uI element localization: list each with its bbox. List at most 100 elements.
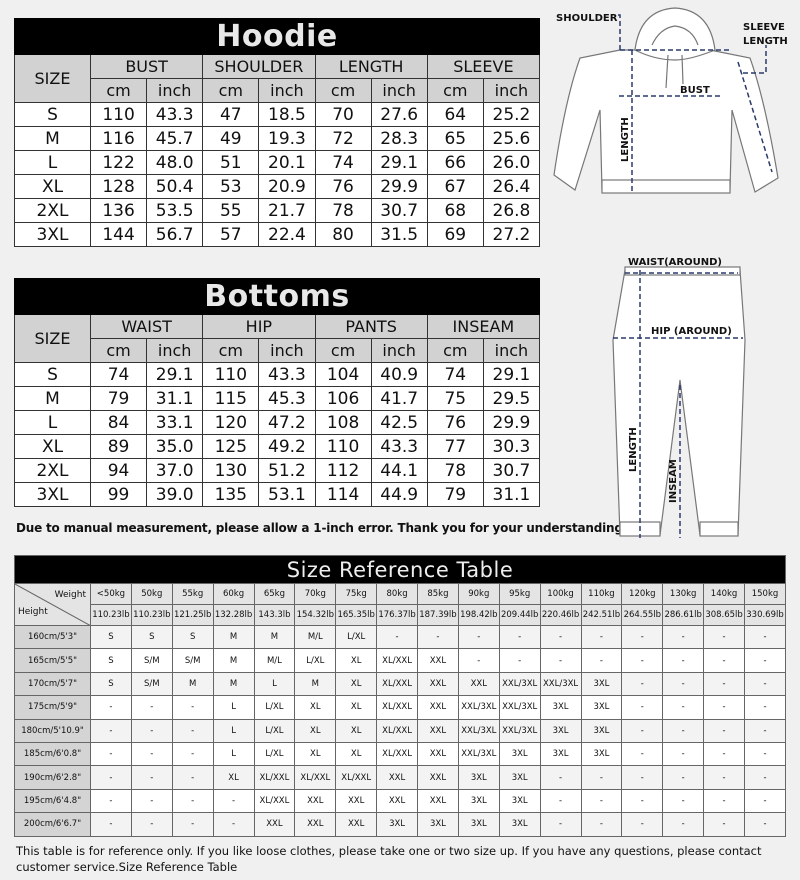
value-cell: 29.1 [482,362,541,387]
diagonal-divider [15,584,91,626]
unit-cm: cm [202,78,260,103]
table-row: 2XL 136 53.5 55 21.7 78 30.7 68 26.8 [14,198,541,223]
weight-kg: 140kg [703,583,745,605]
value-cell: 25.6 [482,126,541,151]
recommended-size: - [744,741,786,767]
value-cell: 128 [89,174,148,199]
size-cell: 3XL [14,482,91,507]
value-cell: 49.2 [258,434,316,459]
unit-cm: cm [314,78,372,103]
value-cell: 77 [426,434,484,459]
recommended-size: - [90,718,132,743]
recommended-size: M [212,648,255,673]
unit-cm: cm [426,338,484,363]
value-cell: 51.2 [258,458,316,483]
weight-lb: 330.69lb [744,604,786,626]
value-cell: 106 [314,386,372,411]
recommended-size: 3XL [580,741,623,767]
recommended-size: - [580,648,623,673]
recommended-size: XXL [417,788,459,814]
bust-label: BUST [680,85,710,96]
value-cell: 115 [202,386,260,411]
recommended-size: - [130,741,173,767]
weight-lb: 198.42lb [457,604,500,626]
recommended-size: 3XL [539,695,582,720]
recommended-size: 3XL [376,812,418,837]
value-cell: 29.1 [370,150,428,175]
measure-header: HIP [202,314,316,339]
recommended-size: XL [212,765,255,790]
value-cell: 18.5 [258,102,316,127]
value-cell: 41.7 [370,386,428,411]
value-cell: 70 [314,102,372,127]
recommended-size: XL/XXL [376,648,418,673]
recommended-size: XXL/3XL [498,718,541,743]
recommended-size: - [171,741,214,767]
reference-row: 190cm/6'2.8" - - - XL XL/XXL XL/XXL XL/XXL XXL XX… [14,765,786,790]
recommended-size: XL [294,718,337,743]
recommended-size: - [171,788,214,814]
height-cell: 165cm/5'5" [14,648,91,673]
value-cell: 26.0 [482,150,541,175]
size-cell: 2XL [14,458,91,483]
height-cell: 185cm/6'0.8" [14,741,91,767]
height-cell: 180cm/5'10.9" [14,718,91,743]
table-row: 2XL 94 37.0 130 51.2 112 44.1 78 30.7 [14,458,541,483]
recommended-size: XXL/3XL [498,671,541,697]
recommended-size: L/XL [294,648,337,673]
value-cell: 53.5 [146,198,204,223]
recommended-size: M [294,671,337,697]
recommended-size: XL/XXL [294,765,337,790]
weight-lb: 242.51lb [580,604,623,626]
value-cell: 79 [426,482,484,507]
weight-kg: 85kg [417,583,459,605]
value-cell: 74 [314,150,372,175]
value-cell: 136 [89,198,148,223]
recommended-size: XXL [457,671,500,697]
recommended-size: - [580,788,623,814]
recommended-size: - [90,765,132,790]
recommended-size: S [90,648,132,673]
recommended-size: - [621,648,664,673]
table-row: L 84 33.1 120 47.2 108 42.5 76 29.9 [14,410,541,435]
table-row: M 79 31.1 115 45.3 106 41.7 75 29.5 [14,386,541,411]
size-cell: L [14,410,91,435]
reference-row: 200cm/6'6.7" - - - - XXL XXL XXL 3XL 3XL 3XL 3XL - - -… [14,812,786,837]
recommended-size: - [90,788,132,814]
table-row: S 74 29.1 110 43.3 104 40.9 74 29.1 [14,362,541,387]
value-cell: 125 [202,434,260,459]
value-cell: 51 [202,150,260,175]
value-cell: 31.1 [146,386,204,411]
recommended-size: 3XL [498,741,541,767]
recommended-size: S [130,624,173,650]
recommended-size: XXL [376,788,418,814]
value-cell: 43.3 [146,102,204,127]
recommended-size: 3XL [457,765,500,790]
recommended-size: - [621,812,664,837]
reference-row: 170cm/5'7" S S/M M M L M XL XL/XXL XXL XXL XXL/3XL X… [14,671,786,697]
weight-kg: 100kg [539,583,582,605]
height-cell: 190cm/6'2.8" [14,765,91,790]
sleeve-label-1: SLEEVE [743,22,785,33]
recommended-size: L [212,695,255,720]
value-cell: 33.1 [146,410,204,435]
recommended-size: - [662,624,705,650]
weight-lb: 154.32lb [294,604,337,626]
size-cell: 2XL [14,198,91,223]
weight-kg: 120kg [621,583,664,605]
weight-lb: 286.61lb [662,604,705,626]
weight-kg-row: Weight Height <50kg 50kg 55kg 60kg 65kg 70kg 75k… [14,583,786,626]
recommended-size: S [90,624,132,650]
value-cell: 22.4 [258,222,316,247]
height-cell: 200cm/6'6.7" [14,812,91,837]
recommended-size: XL [335,648,378,673]
value-cell: 108 [314,410,372,435]
recommended-size: XXL/3XL [457,718,500,743]
table-row: XL 128 50.4 53 20.9 76 29.9 67 26.4 [14,174,541,199]
recommended-size: - [212,812,255,837]
unit-cm: cm [314,338,372,363]
hoodie-diagram: SHOULDER SLEEVE LENGTH BUST LENGTH [553,7,788,194]
recommended-size: XL/XXL [376,671,418,697]
recommended-size: XL [335,741,378,767]
value-cell: 114 [314,482,372,507]
